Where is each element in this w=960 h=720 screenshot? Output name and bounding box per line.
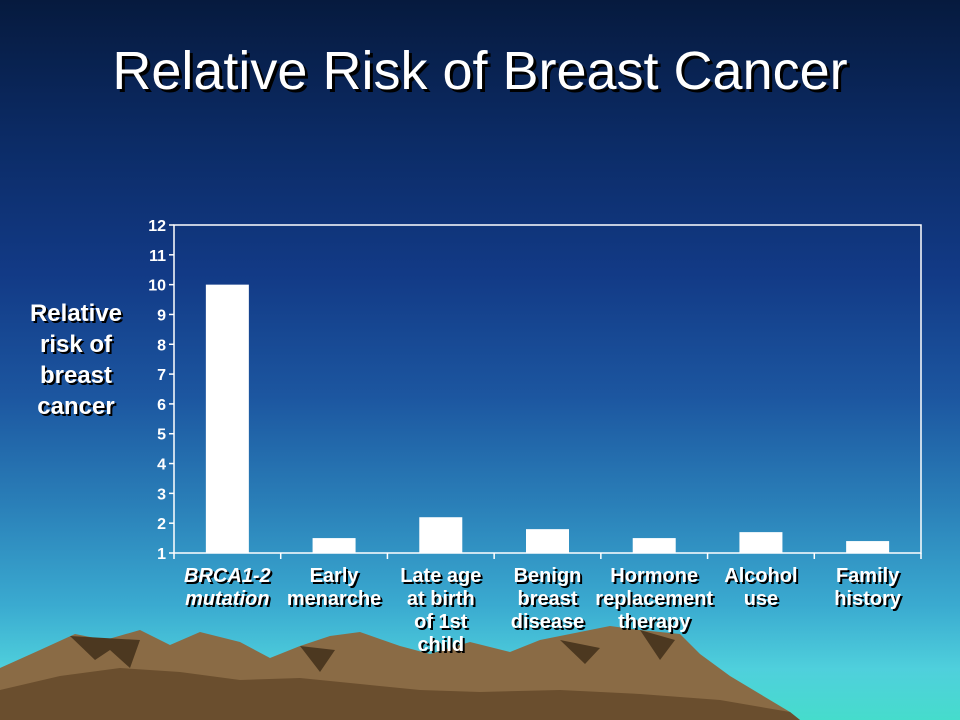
y-tick-label: 11 xyxy=(149,248,166,265)
y-tick-label: 2 xyxy=(157,516,166,533)
bar xyxy=(632,538,676,553)
x-tick-label: Alcohol use xyxy=(724,565,798,610)
y-tick-label: 3 xyxy=(157,486,166,503)
y-tick-label: 1 xyxy=(157,546,166,563)
y-tick-label: 10 xyxy=(148,278,166,295)
y-tick-label: 7 xyxy=(157,367,166,384)
x-tick-label: BRCA1-2 mutation xyxy=(184,565,271,610)
y-tick-label: 4 xyxy=(157,457,166,474)
mountain-shadow xyxy=(0,668,800,720)
x-tick-label: Early menarche xyxy=(286,565,382,610)
bar xyxy=(205,284,249,553)
page-title: Relative Risk of Breast Cancer xyxy=(112,41,848,101)
x-tick-label: Benign breast disease xyxy=(510,565,585,633)
x-tick-label: Hormone replacement therapy xyxy=(595,565,714,633)
y-tick-label: 9 xyxy=(157,307,166,324)
y-tick-label: 5 xyxy=(157,427,166,444)
bar xyxy=(419,517,463,553)
y-tick-label: 12 xyxy=(148,218,166,235)
x-tick-label: Late age at birth of 1st child xyxy=(400,565,482,656)
x-tick-label: Family history xyxy=(834,565,901,610)
y-tick-label: 6 xyxy=(157,397,166,414)
bar xyxy=(312,538,356,553)
y-axis-label: Relative risk of breast cancer xyxy=(18,298,134,422)
bar xyxy=(846,541,890,553)
bar xyxy=(739,532,783,553)
bar xyxy=(526,529,569,553)
y-axis-label-text: Relative risk of breast cancer xyxy=(29,300,123,420)
y-tick-label: 8 xyxy=(157,337,166,354)
plot-area-frame xyxy=(173,224,922,554)
